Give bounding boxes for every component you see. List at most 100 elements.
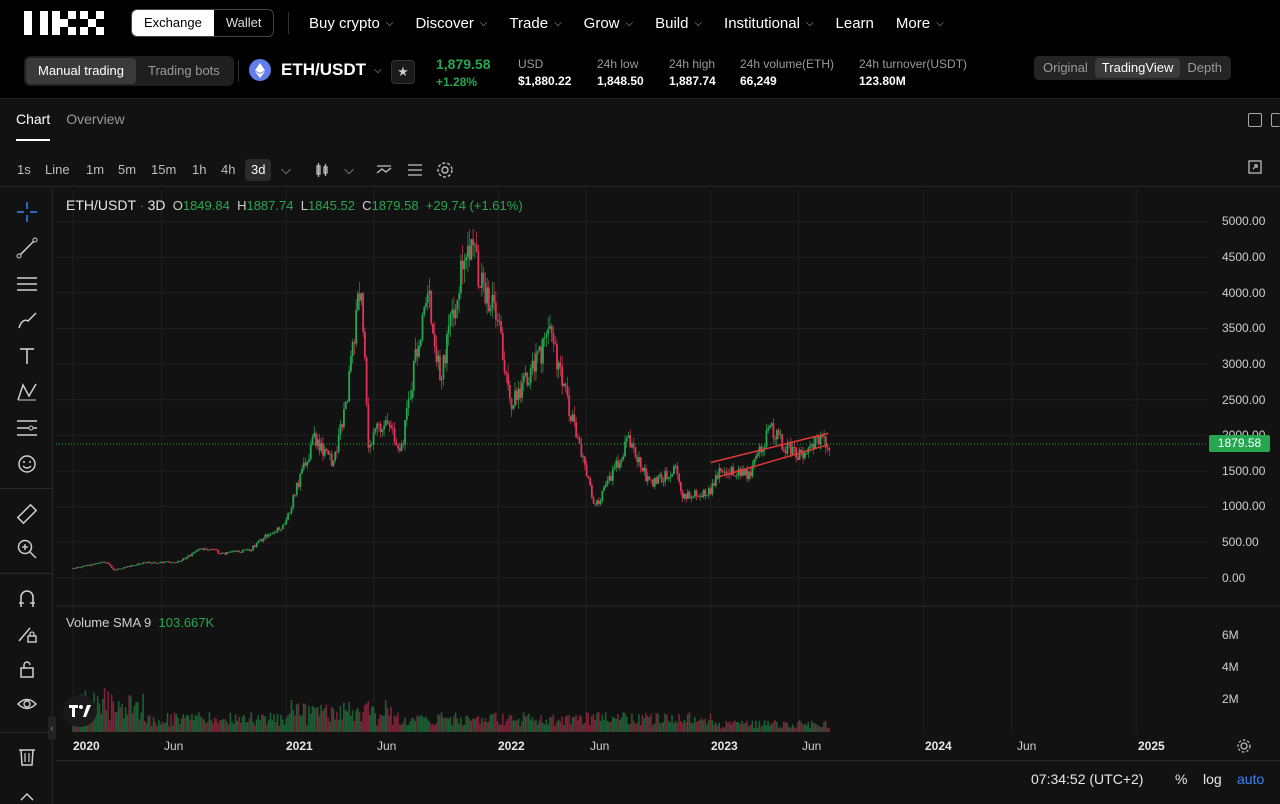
wallet-toggle[interactable]: Wallet <box>225 15 262 30</box>
timeframe-line[interactable]: Line <box>45 162 70 177</box>
exchange-toggle[interactable]: Exchange <box>132 10 214 36</box>
layout-icon[interactable] <box>1248 113 1262 127</box>
candlestick-chart[interactable] <box>56 188 1280 804</box>
candlestick-type-icon[interactable] <box>311 159 333 181</box>
volume-bar <box>466 716 469 732</box>
magnet-icon[interactable] <box>14 585 40 611</box>
volume-bar <box>255 719 258 732</box>
chevron-up-icon[interactable] <box>14 784 40 804</box>
volume-bar <box>128 695 130 732</box>
tab-chart[interactable]: Chart <box>16 111 51 141</box>
timeframe-4h[interactable]: 4h <box>221 162 236 177</box>
log-scale-toggle[interactable]: log <box>1203 771 1222 787</box>
candle-body <box>432 323 434 334</box>
volume-bar <box>653 723 656 732</box>
volume-bar <box>657 713 659 732</box>
chevron-down-icon[interactable]: ⌵ <box>344 162 354 177</box>
timeframe-15m[interactable]: 15m <box>151 162 177 177</box>
y-tick: 4000.00 <box>1222 286 1266 300</box>
candle-body <box>563 383 565 386</box>
indicators-icon[interactable] <box>373 159 395 181</box>
okx-logo[interactable] <box>24 11 104 35</box>
timeframe-5m[interactable]: 5m <box>118 162 137 177</box>
horizontal-lines-icon[interactable] <box>14 271 40 297</box>
fullscreen-icon[interactable] <box>1244 156 1266 178</box>
collapse-icon[interactable] <box>1271 113 1280 127</box>
nav-buy-crypto[interactable]: Buy crypto ⌵ <box>309 15 393 32</box>
candle-body <box>250 549 253 551</box>
timeframe-1s[interactable]: 1s <box>17 162 31 177</box>
candle-body <box>109 563 111 566</box>
eye-icon[interactable] <box>14 691 40 717</box>
list-settings-icon[interactable] <box>404 159 426 181</box>
pattern-icon[interactable] <box>14 379 40 405</box>
legend-low: 1845.52 <box>307 198 355 213</box>
candle-body <box>199 548 202 550</box>
tab-manual-trading[interactable]: Manual trading <box>26 58 136 84</box>
candle-body <box>238 550 241 553</box>
nav-grow[interactable]: Grow ⌵ <box>584 15 633 32</box>
nav-build[interactable]: Build ⌵ <box>655 15 702 32</box>
view-original[interactable]: Original <box>1043 60 1088 75</box>
nav-learn[interactable]: Learn <box>836 15 874 32</box>
volume-bar <box>737 722 740 732</box>
fibonacci-icon[interactable] <box>14 415 40 441</box>
volume-bar <box>386 708 389 732</box>
nav-label: Trade <box>509 14 549 32</box>
auto-scale-toggle[interactable]: auto <box>1237 771 1265 787</box>
lock-drawing-icon[interactable] <box>14 620 40 646</box>
tab-trading-bots[interactable]: Trading bots <box>148 63 220 78</box>
trend-line-icon[interactable] <box>14 235 40 261</box>
tab-overview[interactable]: Overview <box>66 111 125 127</box>
candle-body <box>603 486 605 491</box>
ruler-icon[interactable] <box>14 501 40 527</box>
candle-body <box>783 449 785 452</box>
candle-body <box>503 360 506 373</box>
nav-institutional[interactable]: Institutional ⌵ <box>724 15 813 32</box>
timeframe-1m[interactable]: 1m <box>86 162 105 177</box>
nav-more[interactable]: More ⌵ <box>896 15 944 32</box>
candle-body <box>339 424 342 435</box>
volume-bar <box>374 713 377 732</box>
collapse-toolbar-handle[interactable]: ‹ <box>48 716 56 740</box>
volume-bar <box>149 715 151 732</box>
tradingview-logo[interactable] <box>63 695 97 727</box>
zoom-in-icon[interactable] <box>14 536 40 562</box>
volume-bar <box>124 706 127 732</box>
chevron-down-icon[interactable]: ⌵ <box>281 162 291 177</box>
volume-bar <box>175 713 178 732</box>
candle-body <box>730 466 733 475</box>
volume-bar <box>353 721 356 732</box>
brush-icon[interactable] <box>14 307 40 333</box>
crosshair-icon[interactable] <box>14 199 40 225</box>
candle-body <box>362 293 365 332</box>
timeframe-3d[interactable]: 3d <box>245 159 272 181</box>
nav-discover[interactable]: Discover ⌵ <box>415 15 487 32</box>
volume-bar <box>157 719 160 732</box>
percent-scale-toggle[interactable]: % <box>1175 771 1188 787</box>
ohlc-legend: ETH/USDT · 3D O1849.84 H1887.74 L1845.52… <box>66 197 523 213</box>
volume-bar <box>563 724 565 732</box>
candle-body <box>433 333 436 347</box>
nav-trade[interactable]: Trade ⌵ <box>509 15 561 32</box>
emoji-icon[interactable] <box>14 451 40 477</box>
timeframe-1h[interactable]: 1h <box>192 162 207 177</box>
candle-body <box>664 471 667 482</box>
axis-settings-icon[interactable] <box>1236 738 1252 759</box>
volume-bar <box>262 714 265 732</box>
view-depth[interactable]: Depth <box>1187 60 1223 75</box>
candle-body <box>323 448 326 456</box>
pair-selector[interactable]: ETH/USDT ⌵ <box>249 59 382 81</box>
volume-bar <box>367 701 370 732</box>
volume-bar <box>419 714 422 732</box>
favorite-star-icon[interactable]: ★ <box>391 60 415 84</box>
text-tool-icon[interactable] <box>14 343 40 369</box>
volume-bar <box>302 703 305 732</box>
candle-body <box>776 430 778 440</box>
view-tradingview[interactable]: TradingView <box>1094 58 1181 78</box>
lock-icon[interactable] <box>14 656 40 682</box>
volume-bar <box>732 721 734 732</box>
gear-icon[interactable] <box>434 159 456 181</box>
trash-icon[interactable] <box>14 743 40 769</box>
candle-body <box>398 448 401 451</box>
